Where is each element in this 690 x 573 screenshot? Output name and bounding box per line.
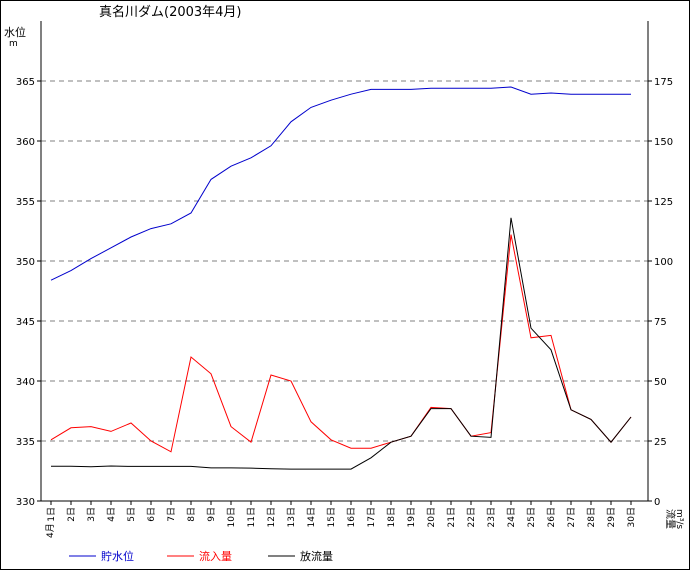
y-left-tick-label: 365: [16, 77, 35, 88]
x-tick-label: 21日: [446, 507, 457, 527]
y-left-tick-label: 330: [16, 497, 35, 508]
legend-label: 貯水位: [101, 549, 134, 563]
month-label: 4月: [45, 523, 56, 538]
y-right-label: 流量: [664, 509, 677, 529]
x-tick-label: 18日: [386, 507, 397, 527]
x-tick-label: 23日: [486, 507, 497, 527]
x-tick-label: 26日: [546, 507, 557, 527]
y-left-tick-label: 360: [16, 137, 35, 148]
x-tick-label: 5日: [126, 507, 137, 522]
axes: [37, 21, 652, 505]
x-tick-label: 17日: [366, 507, 377, 527]
y-left-tick-label: 345: [16, 317, 35, 328]
x-tick-label: 9日: [206, 507, 217, 522]
y-right-tick-label: 150: [654, 137, 673, 148]
y-right-tick-label: 25: [654, 437, 667, 448]
grid-lines: [41, 80, 648, 442]
legend: 貯水位 流入量 放流量: [69, 549, 333, 563]
x-tick-label: 8日: [186, 507, 197, 522]
x-tick-label: 15日: [326, 507, 337, 527]
y-right-tick-label: 0: [654, 497, 660, 508]
tick-labels: 330 335 340 345 350 355 360 365 0 25 50 75 100 125 150…: [16, 77, 673, 527]
y-left-tick-label: 340: [16, 377, 35, 388]
legend-label: 放流量: [300, 549, 333, 563]
x-tick-label: 10日: [226, 507, 237, 527]
chart-title: 真名川ダム(2003年4月): [99, 4, 242, 20]
x-tick-label: 4日: [106, 507, 117, 522]
y-right-tick-label: 175: [654, 77, 673, 88]
series-line-3: [51, 217, 632, 470]
legend-label: 流入量: [199, 549, 232, 563]
y-left-unit: m: [9, 39, 18, 49]
series-lines: [50, 86, 632, 470]
x-tick-label: 25日: [526, 507, 537, 527]
x-tick-label: 3日: [86, 507, 97, 522]
y-left-tick-label: 335: [16, 437, 35, 448]
x-tick-label: 24日: [506, 507, 517, 527]
y-left-tick-label: 355: [16, 197, 35, 208]
x-tick-label: 7日: [166, 507, 177, 522]
x-tick-label: 20日: [426, 507, 437, 527]
x-tick-label: 19日: [406, 507, 417, 527]
x-tick-label: 22日: [466, 507, 477, 527]
x-tick-label: 2日: [66, 507, 77, 522]
y-right-tick-label: 125: [654, 197, 673, 208]
y-left-tick-label: 350: [16, 257, 35, 268]
x-tick-label: 6日: [146, 507, 157, 522]
x-tick-label: 16日: [346, 507, 357, 527]
x-tick-label: 12日: [266, 507, 277, 527]
x-tick-label: 1日: [46, 507, 57, 522]
series-line-1: [50, 86, 631, 281]
y-left-label: 水位: [4, 25, 26, 39]
x-tick-label: 29日: [606, 507, 617, 527]
x-tick-label: 30日: [626, 507, 637, 527]
x-tick-label: 11日: [246, 507, 257, 527]
y-right-tick-label: 75: [654, 317, 667, 328]
y-right-tick-label: 100: [654, 257, 673, 268]
x-tick-label: 28日: [586, 507, 597, 527]
y-right-unit: m³/s: [674, 509, 684, 529]
x-tick-label: 27日: [566, 507, 577, 527]
x-tick-label: 14日: [306, 507, 317, 527]
y-right-tick-label: 50: [654, 377, 667, 388]
x-tick-label: 13日: [286, 507, 297, 527]
series-line-2: [50, 234, 632, 453]
